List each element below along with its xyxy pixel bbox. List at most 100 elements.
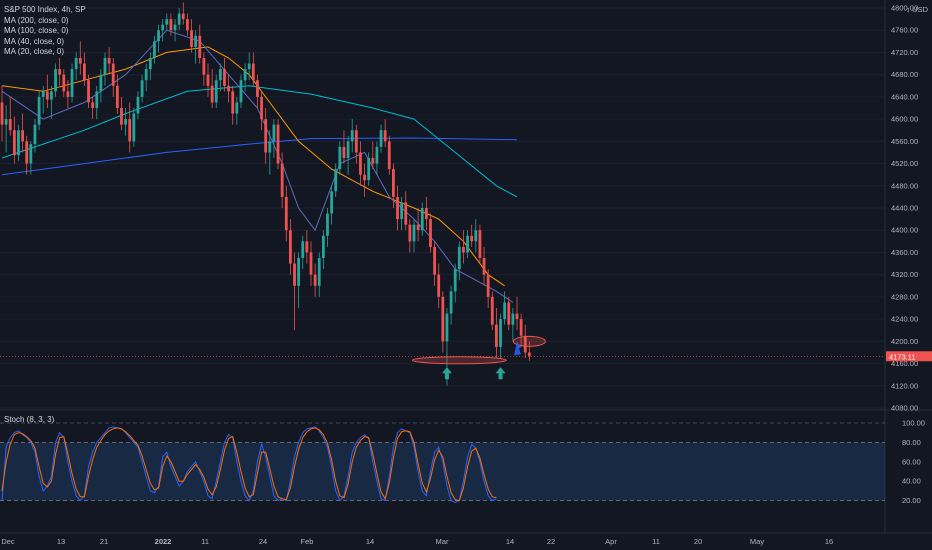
candle-body xyxy=(45,91,49,100)
candle-body xyxy=(396,196,399,220)
candle-body xyxy=(474,230,478,242)
candle-body xyxy=(111,63,115,86)
main-legend: S&P 500 Index, 4h, SP MA (200, close, 0)… xyxy=(4,5,86,58)
candle-body xyxy=(354,130,358,153)
candle-body xyxy=(527,352,531,357)
annotations xyxy=(411,335,546,380)
candle-body xyxy=(503,302,507,320)
candle-body xyxy=(91,102,95,108)
price-tick-label: 4680.00 xyxy=(891,70,918,79)
price-tag-bg xyxy=(886,351,932,362)
candle-body xyxy=(305,241,309,253)
candle-body xyxy=(54,69,57,92)
stoch-d-line xyxy=(1,427,497,502)
candle-body xyxy=(66,91,70,97)
candle-body xyxy=(511,313,515,325)
candle-body xyxy=(21,130,24,142)
legend-ma100[interactable]: MA (100, close, 0) xyxy=(4,26,69,35)
candle-body xyxy=(363,174,366,181)
price-tick-label: 4480.00 xyxy=(891,181,918,190)
candle-body xyxy=(429,219,432,247)
stochastic-band xyxy=(0,422,885,502)
candle-body xyxy=(272,124,276,142)
price-axis[interactable]: 4080.00 4120.00 4160.00 4200.00 4240.00 4280.… xyxy=(891,4,925,506)
candle-body xyxy=(186,19,189,31)
candle-body xyxy=(284,196,288,231)
candle-body xyxy=(157,30,160,42)
stoch-band-fill xyxy=(0,442,885,501)
candle-body xyxy=(453,269,457,292)
time-tick-label: 24 xyxy=(259,537,267,546)
candle-body xyxy=(515,313,519,320)
currency-label[interactable]: ↕ USD xyxy=(906,5,928,14)
legend-ma40[interactable]: MA (40, close, 0) xyxy=(4,36,65,46)
candle-body xyxy=(375,146,379,164)
candle-body xyxy=(457,246,461,270)
legend-ma20[interactable]: MA (20, close, 0) xyxy=(4,47,65,56)
candle-body xyxy=(482,258,486,275)
price-tick-label: 4080.00 xyxy=(891,404,918,413)
candle-body xyxy=(181,13,185,20)
price-tick-label: 4720.00 xyxy=(891,48,918,57)
candle-body xyxy=(338,146,342,170)
stoch-legend[interactable]: Stoch (8, 3, 3) xyxy=(4,415,55,424)
candle-body xyxy=(132,113,136,142)
candle-body xyxy=(466,235,469,253)
candle-body xyxy=(128,119,132,142)
up-arrow-icon xyxy=(495,367,506,380)
candle-body xyxy=(210,85,214,103)
price-tick-label: 4600.00 xyxy=(891,115,918,124)
stoch-tick-label: 20.00 xyxy=(902,496,921,505)
candle-body xyxy=(309,252,313,275)
candle-body xyxy=(124,119,127,125)
time-tick-label: 21 xyxy=(100,537,108,546)
candle-body xyxy=(371,158,375,164)
candle-body xyxy=(115,85,119,108)
legend-title[interactable]: S&P 500 Index, 4h, SP xyxy=(4,5,86,14)
candle-body xyxy=(140,80,144,97)
candle-body xyxy=(519,319,523,336)
candle-body xyxy=(231,91,235,114)
time-axis[interactable]: Dec 13 21 2022 11 24 Feb 14 Mar 14 22 Apr 11 20 May 16 xyxy=(1,537,833,546)
candle-body xyxy=(383,130,387,142)
candle-body xyxy=(404,202,408,225)
candle-body xyxy=(326,213,329,236)
time-tick-label: Apr xyxy=(605,537,617,546)
candle-body xyxy=(25,141,29,164)
candle-body xyxy=(499,319,502,347)
candle-body xyxy=(437,274,441,297)
candle-body xyxy=(190,30,193,47)
candle-body xyxy=(412,224,416,242)
candlesticks xyxy=(0,2,531,386)
candle-body xyxy=(408,224,412,242)
time-tick-label: 14 xyxy=(506,537,514,546)
candle-body xyxy=(223,69,226,86)
ma-line xyxy=(1,137,518,176)
candle-body xyxy=(289,230,292,264)
candle-body xyxy=(144,69,148,81)
candle-body xyxy=(107,58,111,64)
legend-ma200[interactable]: MA (200, close, 0) xyxy=(4,15,69,25)
price-tick-label: 4760.00 xyxy=(891,26,918,35)
price-tick-label: 4640.00 xyxy=(891,92,918,101)
candle-body xyxy=(301,241,305,258)
candle-body xyxy=(50,91,53,100)
candle-body xyxy=(507,302,511,325)
candle-body xyxy=(206,74,210,86)
candle-body xyxy=(449,291,453,314)
ma-line xyxy=(1,85,518,198)
candle-body xyxy=(276,124,280,164)
candle-body xyxy=(486,274,490,297)
candle-body xyxy=(161,24,165,31)
candle-body xyxy=(392,169,395,197)
candle-body xyxy=(243,69,247,81)
candle-body xyxy=(251,63,255,81)
candle-body xyxy=(74,58,78,70)
stochastic-lines xyxy=(1,426,497,504)
candle-body xyxy=(239,80,243,103)
candle-body xyxy=(169,19,173,31)
time-tick-label: Mar xyxy=(436,537,449,546)
candle-body xyxy=(321,235,325,258)
candle-body xyxy=(433,246,436,275)
